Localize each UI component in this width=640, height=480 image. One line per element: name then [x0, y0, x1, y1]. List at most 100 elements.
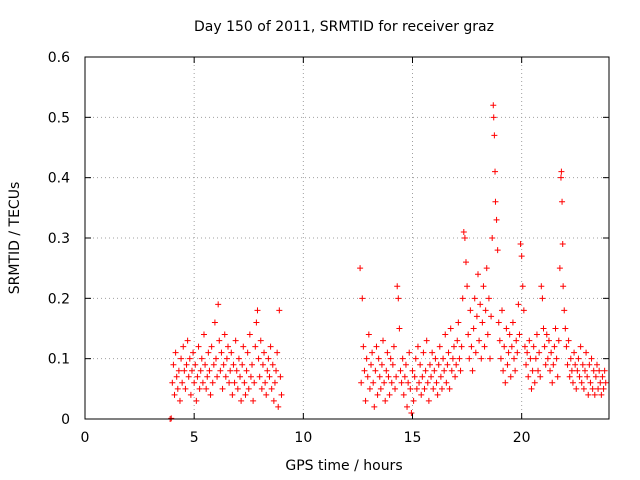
- data-point: [555, 337, 562, 344]
- data-point: [550, 361, 557, 368]
- data-point: [444, 361, 451, 368]
- data-point: [530, 343, 537, 350]
- data-point: [535, 367, 542, 374]
- data-point: [461, 235, 468, 241]
- data-point: [464, 283, 471, 290]
- data-point: [226, 379, 233, 386]
- data-point: [178, 355, 185, 362]
- data-point: [507, 373, 514, 380]
- data-point: [540, 325, 547, 332]
- data-point: [471, 295, 478, 302]
- data-point: [465, 331, 472, 338]
- data-point: [374, 391, 381, 398]
- data-point: [271, 379, 278, 386]
- data-point: [472, 349, 479, 356]
- data-point: [359, 295, 366, 302]
- data-point: [505, 349, 512, 356]
- data-point: [577, 343, 584, 350]
- data-point: [524, 349, 531, 356]
- data-point: [262, 379, 269, 386]
- data-point: [586, 361, 593, 368]
- data-point: [250, 397, 257, 404]
- data-point: [494, 247, 501, 254]
- data-point: [561, 307, 568, 314]
- data-point: [387, 355, 394, 362]
- data-point: [541, 343, 548, 350]
- data-points: [167, 102, 609, 422]
- data-point: [204, 373, 211, 380]
- data-point: [467, 307, 474, 314]
- data-point: [531, 379, 538, 386]
- data-point: [457, 367, 464, 374]
- data-point: [199, 379, 206, 386]
- data-point: [194, 373, 201, 380]
- data-point: [238, 397, 245, 404]
- data-point: [511, 355, 518, 362]
- data-point: [180, 343, 187, 350]
- data-point: [410, 397, 417, 404]
- data-point: [225, 343, 232, 350]
- data-point: [392, 385, 399, 392]
- data-point: [264, 367, 271, 374]
- data-point: [431, 367, 438, 374]
- data-point: [440, 355, 447, 362]
- data-point: [409, 367, 416, 374]
- data-point: [215, 301, 222, 308]
- data-point: [504, 361, 511, 368]
- data-point: [202, 361, 209, 368]
- data-point: [261, 349, 268, 356]
- data-point: [448, 367, 455, 374]
- data-point: [369, 349, 376, 356]
- data-point: [247, 373, 254, 380]
- data-point: [186, 355, 193, 362]
- data-point: [496, 337, 503, 344]
- data-point: [488, 313, 495, 320]
- data-point: [251, 379, 258, 386]
- data-point: [436, 343, 443, 350]
- data-point: [445, 349, 452, 356]
- data-point: [244, 349, 251, 356]
- data-point: [484, 331, 491, 338]
- data-point: [519, 283, 526, 290]
- data-point: [365, 331, 372, 338]
- data-point: [378, 361, 385, 368]
- data-point: [532, 355, 539, 362]
- data-point: [501, 343, 508, 350]
- data-point: [423, 337, 430, 344]
- data-point: [380, 337, 387, 344]
- data-point: [412, 355, 419, 362]
- data-point: [402, 361, 409, 368]
- data-point: [259, 361, 266, 368]
- data-point: [533, 331, 540, 338]
- data-point: [241, 379, 248, 386]
- data-point: [552, 325, 559, 332]
- y-tick-label: 0.5: [48, 110, 70, 126]
- data-point: [506, 331, 513, 338]
- data-point: [384, 349, 391, 356]
- data-point: [203, 385, 210, 392]
- data-point: [237, 373, 244, 380]
- data-point: [587, 379, 594, 386]
- data-point: [422, 367, 429, 374]
- data-point: [278, 391, 285, 398]
- data-point: [218, 349, 225, 356]
- data-point: [470, 325, 477, 332]
- data-point: [483, 265, 490, 272]
- data-point: [425, 397, 432, 404]
- data-point: [581, 367, 588, 374]
- data-point: [399, 355, 406, 362]
- data-point: [549, 379, 556, 386]
- data-point: [171, 391, 178, 398]
- data-point: [508, 343, 515, 350]
- data-point: [548, 349, 555, 356]
- data-point: [394, 283, 401, 290]
- data-point: [562, 325, 569, 332]
- data-point: [429, 349, 436, 356]
- data-point: [179, 379, 186, 386]
- data-point: [495, 319, 502, 326]
- data-point: [390, 343, 397, 350]
- data-point: [257, 337, 264, 344]
- data-point: [405, 379, 412, 386]
- data-point: [528, 385, 535, 392]
- chart-title: Day 150 of 2011, SRMTID for receiver gra…: [194, 19, 494, 35]
